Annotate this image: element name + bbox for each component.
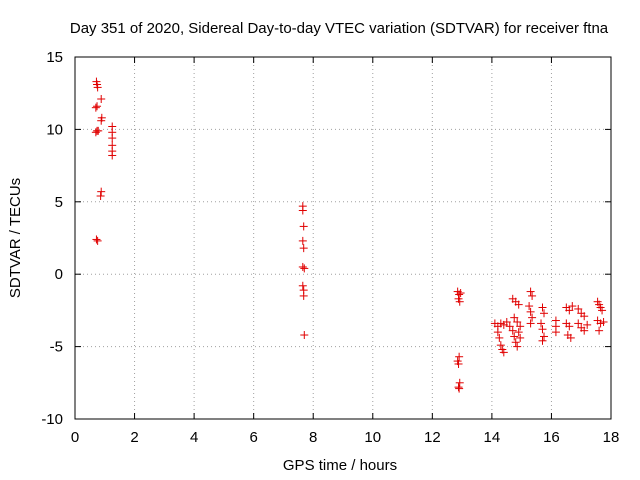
data-point <box>300 264 309 273</box>
data-point <box>455 352 464 361</box>
data-point <box>455 378 464 387</box>
data-point <box>599 317 608 326</box>
data-point <box>540 309 548 318</box>
data-point <box>583 320 592 329</box>
data-point <box>514 300 523 309</box>
y-tick-label: 10 <box>46 121 63 138</box>
data-point <box>566 333 575 342</box>
data-point <box>455 384 464 393</box>
y-axis-label: SDTVAR / TECUs <box>7 178 24 298</box>
tick-label-layer: 0 2 4 6 8 10 12 14 16 18 -10 -5 0 5 10 15 <box>41 49 619 446</box>
y-tick-label: 5 <box>55 194 63 211</box>
data-point <box>93 236 102 245</box>
data-point <box>298 262 307 271</box>
data-point <box>93 102 102 111</box>
data-point <box>565 306 574 315</box>
x-tick-label: 6 <box>249 429 257 446</box>
data-point <box>580 312 589 321</box>
data-point <box>455 297 464 306</box>
data-point <box>298 206 307 215</box>
grid-layer <box>75 57 611 419</box>
x-tick-label: 16 <box>543 429 560 446</box>
data-point <box>528 313 537 322</box>
data-point <box>97 116 106 125</box>
data-point <box>510 332 519 341</box>
data-point <box>528 291 537 300</box>
x-tick-label: 12 <box>424 429 441 446</box>
data-point <box>565 322 574 331</box>
y-tick-label: 0 <box>55 266 63 283</box>
data-point <box>525 302 534 311</box>
data-point <box>538 325 547 334</box>
data-point <box>510 313 519 322</box>
data-point <box>513 317 522 326</box>
data-point <box>538 336 547 345</box>
x-tick-label: 18 <box>603 429 620 446</box>
data-point <box>93 83 102 92</box>
x-tick-label: 14 <box>484 429 501 446</box>
x-tick-label: 0 <box>71 429 79 446</box>
data-point <box>454 383 463 392</box>
tick-layer <box>74 56 612 420</box>
data-point <box>108 134 117 143</box>
data-point <box>540 332 548 341</box>
x-tick-label: 4 <box>190 429 198 446</box>
data-point <box>455 290 464 299</box>
data-point <box>511 338 520 347</box>
data-point <box>96 192 105 201</box>
chart-title: Day 351 of 2020, Sidereal Day-to-day VTE… <box>70 20 609 37</box>
data-point <box>514 328 523 337</box>
data-point <box>299 291 308 300</box>
data-point <box>298 236 307 245</box>
y-tick-label: 15 <box>46 49 63 66</box>
data-point <box>495 333 504 342</box>
plot-frame <box>74 56 612 420</box>
data-point <box>505 322 514 331</box>
data-point <box>513 342 522 351</box>
x-tick-label: 2 <box>130 429 138 446</box>
data-point <box>91 103 100 112</box>
data-point <box>516 333 525 342</box>
data-point <box>108 151 117 160</box>
y-tick-label: -10 <box>41 411 63 428</box>
data-point <box>299 222 308 231</box>
data-point <box>580 326 589 335</box>
y-tick-label: -5 <box>50 339 63 356</box>
data-point <box>537 319 546 328</box>
data-point <box>300 331 309 340</box>
data-point <box>508 326 517 335</box>
data-point <box>574 319 583 328</box>
data-point <box>538 303 547 312</box>
data-point <box>499 348 508 357</box>
data-point <box>454 359 463 368</box>
data-point <box>97 187 106 196</box>
data-point <box>456 289 465 298</box>
data-point-layer <box>91 77 608 393</box>
data-point <box>526 319 535 328</box>
data-point <box>598 306 607 315</box>
data-point <box>516 322 525 331</box>
data-point <box>568 302 577 311</box>
data-point <box>595 326 604 335</box>
data-point <box>574 304 583 313</box>
data-point <box>92 235 101 244</box>
data-point <box>493 328 502 337</box>
data-point <box>526 307 535 316</box>
data-point <box>551 328 560 337</box>
data-point <box>94 126 103 135</box>
data-point <box>526 287 535 296</box>
data-point <box>496 341 505 350</box>
x-tick-label: 10 <box>364 429 381 446</box>
data-point <box>298 281 307 290</box>
x-axis-label: GPS time / hours <box>283 457 397 474</box>
data-point <box>97 94 106 103</box>
data-point <box>299 244 308 253</box>
data-point <box>502 317 511 326</box>
x-tick-label: 8 <box>309 429 317 446</box>
